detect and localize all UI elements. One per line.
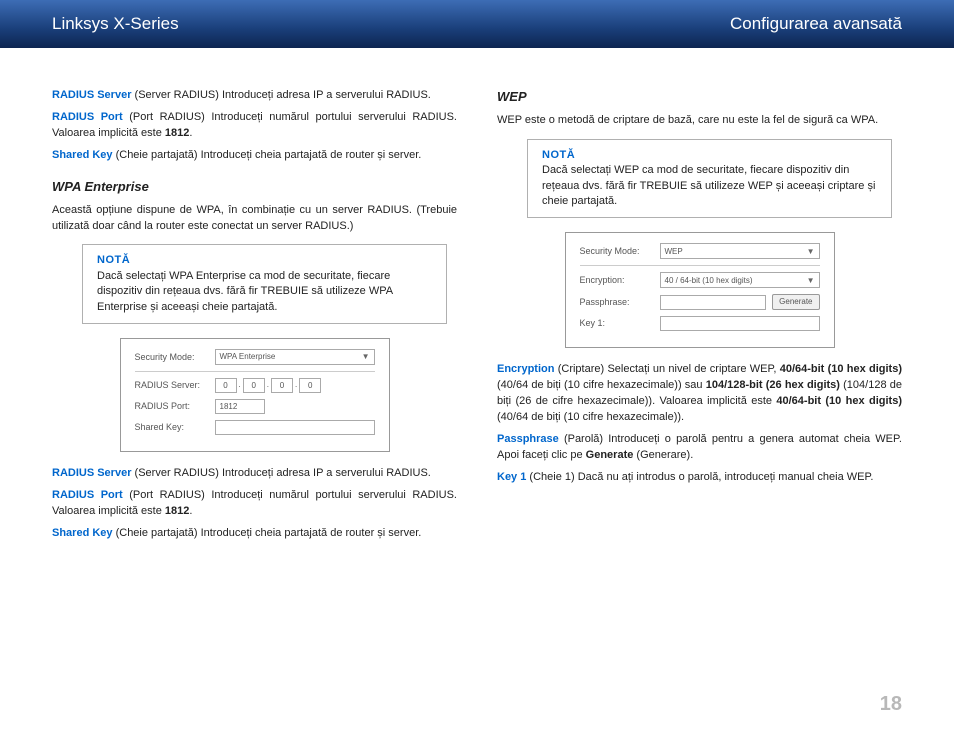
- ui-label: Key 1:: [580, 317, 660, 330]
- ui-row-shared-key: Shared Key:: [135, 420, 375, 435]
- ip-octet-input[interactable]: 0: [271, 378, 293, 393]
- note-title: NOTĂ: [542, 148, 877, 163]
- heading-wpa-enterprise: WPA Enterprise: [52, 178, 457, 197]
- radius-server-ip: 0. 0. 0. 0: [215, 378, 375, 393]
- note-body: Dacă selectați WPA Enterprise ca mod de …: [97, 269, 432, 315]
- t: (Criptare) Selectați un nivel de criptar…: [554, 363, 779, 375]
- term-label: Shared Key: [52, 527, 113, 539]
- term-label: RADIUS Server: [52, 89, 131, 101]
- security-mode-select[interactable]: WEP ▼: [660, 243, 820, 259]
- ui-label: Passphrase:: [580, 296, 660, 309]
- term-tail: .: [189, 127, 192, 139]
- ui-row-security-mode: Security Mode: WEP ▼: [580, 243, 820, 259]
- encryption-select[interactable]: 40 / 64-bit (10 hex digits) ▼: [660, 272, 820, 288]
- b: 104/128-bit (26 hex digits): [706, 379, 840, 391]
- ui-row-encryption: Encryption: 40 / 64-bit (10 hex digits) …: [580, 272, 820, 288]
- term-label: Encryption: [497, 363, 554, 375]
- radius-port-input[interactable]: 1812: [215, 399, 265, 414]
- b: Generate: [586, 449, 634, 461]
- right-column: WEP WEP este o metodă de criptare de baz…: [497, 88, 902, 548]
- key1-para: Key 1 (Cheie 1) Dacă nu ați introdus o p…: [497, 470, 902, 486]
- note-title: NOTĂ: [97, 253, 432, 268]
- header-right: Configurarea avansată: [730, 14, 902, 34]
- ui-row-passphrase: Passphrase: Generate: [580, 294, 820, 310]
- page-number: 18: [880, 693, 902, 716]
- ui-screenshot-wpa: Security Mode: WPA Enterprise ▼ RADIUS S…: [120, 338, 390, 452]
- note-box-wep: NOTĂ Dacă selectați WEP ca mod de securi…: [527, 139, 892, 219]
- select-value: WPA Enterprise: [220, 351, 276, 363]
- ui-label: Security Mode:: [580, 245, 660, 258]
- select-value: WEP: [665, 246, 683, 258]
- term-label: Key 1: [497, 471, 526, 483]
- term-label: Shared Key: [52, 149, 113, 161]
- ui-label: RADIUS Server:: [135, 379, 215, 392]
- ip-octet-input[interactable]: 0: [243, 378, 265, 393]
- passphrase-para: Passphrase (Parolă) Introduceți o parolă…: [497, 432, 902, 464]
- note-box-wpa: NOTĂ Dacă selectați WPA Enterprise ca mo…: [82, 244, 447, 324]
- header-left: Linksys X-Series: [52, 14, 179, 34]
- select-value: 40 / 64-bit (10 hex digits): [665, 275, 753, 287]
- ip-octet-input[interactable]: 0: [215, 378, 237, 393]
- t: (Generare).: [633, 449, 693, 461]
- term-label: RADIUS Port: [52, 111, 123, 123]
- passphrase-input[interactable]: [660, 295, 767, 310]
- chevron-down-icon: ▼: [807, 246, 815, 258]
- ui-label: Encryption:: [580, 274, 660, 287]
- term-label: RADIUS Port: [52, 489, 123, 501]
- security-mode-select[interactable]: WPA Enterprise ▼: [215, 349, 375, 365]
- term-tail: .: [189, 505, 192, 517]
- t: (40/64 de biți (10 cifre hexazecimale)) …: [497, 379, 706, 391]
- ui-row-radius-server: RADIUS Server: 0. 0. 0. 0: [135, 378, 375, 393]
- wpa-intro: Această opțiune dispune de WPA, în combi…: [52, 203, 457, 235]
- term-label: RADIUS Server: [52, 467, 131, 479]
- divider: [580, 265, 820, 266]
- term-radius-server-2: RADIUS Server (Server RADIUS) Introduceț…: [52, 466, 457, 482]
- encryption-para: Encryption (Criptare) Selectați un nivel…: [497, 362, 902, 426]
- generate-button[interactable]: Generate: [772, 294, 819, 310]
- t: (Cheie 1) Dacă nu ați introdus o parolă,…: [526, 471, 873, 483]
- content-area: RADIUS Server (Server RADIUS) Introduceț…: [0, 48, 954, 548]
- b: 40/64-bit (10 hex digits): [776, 395, 902, 407]
- dot: .: [295, 379, 297, 393]
- header-banner: Linksys X-Series Configurarea avansată: [0, 0, 954, 48]
- term-text: (Cheie partajată) Introduceți cheia part…: [113, 527, 422, 539]
- ui-screenshot-wep: Security Mode: WEP ▼ Encryption: 40 / 64…: [565, 232, 835, 348]
- term-radius-port-2: RADIUS Port (Port RADIUS) Introduceți nu…: [52, 488, 457, 520]
- term-bold: 1812: [165, 127, 189, 139]
- t: (40/64 de biți (10 cifre hexazecimale)).: [497, 411, 684, 423]
- ui-row-security-mode: Security Mode: WPA Enterprise ▼: [135, 349, 375, 365]
- wep-intro: WEP este o metodă de criptare de bază, c…: [497, 113, 902, 129]
- b: 40/64-bit (10 hex digits): [780, 363, 902, 375]
- term-label: Passphrase: [497, 433, 559, 445]
- heading-wep: WEP: [497, 88, 902, 107]
- term-text: (Server RADIUS) Introduceți adresa IP a …: [131, 89, 430, 101]
- divider: [135, 371, 375, 372]
- ui-label: Shared Key:: [135, 421, 215, 434]
- left-column: RADIUS Server (Server RADIUS) Introduceț…: [52, 88, 457, 548]
- term-radius-server-1: RADIUS Server (Server RADIUS) Introduceț…: [52, 88, 457, 104]
- ip-octet-input[interactable]: 0: [299, 378, 321, 393]
- term-shared-key-1: Shared Key (Cheie partajată) Introduceți…: [52, 148, 457, 164]
- ui-row-key1: Key 1:: [580, 316, 820, 331]
- shared-key-input[interactable]: [215, 420, 375, 435]
- ui-label: Security Mode:: [135, 351, 215, 364]
- term-text: (Server RADIUS) Introduceți adresa IP a …: [131, 467, 430, 479]
- ui-label: RADIUS Port:: [135, 400, 215, 413]
- dot: .: [239, 379, 241, 393]
- term-radius-port-1: RADIUS Port (Port RADIUS) Introduceți nu…: [52, 110, 457, 142]
- term-text: (Cheie partajată) Introduceți cheia part…: [113, 149, 422, 161]
- ui-row-radius-port: RADIUS Port: 1812: [135, 399, 375, 414]
- note-body: Dacă selectați WEP ca mod de securitate,…: [542, 163, 877, 209]
- chevron-down-icon: ▼: [362, 351, 370, 363]
- chevron-down-icon: ▼: [807, 275, 815, 287]
- term-shared-key-2: Shared Key (Cheie partajată) Introduceți…: [52, 526, 457, 542]
- term-bold: 1812: [165, 505, 189, 517]
- key1-input[interactable]: [660, 316, 820, 331]
- dot: .: [267, 379, 269, 393]
